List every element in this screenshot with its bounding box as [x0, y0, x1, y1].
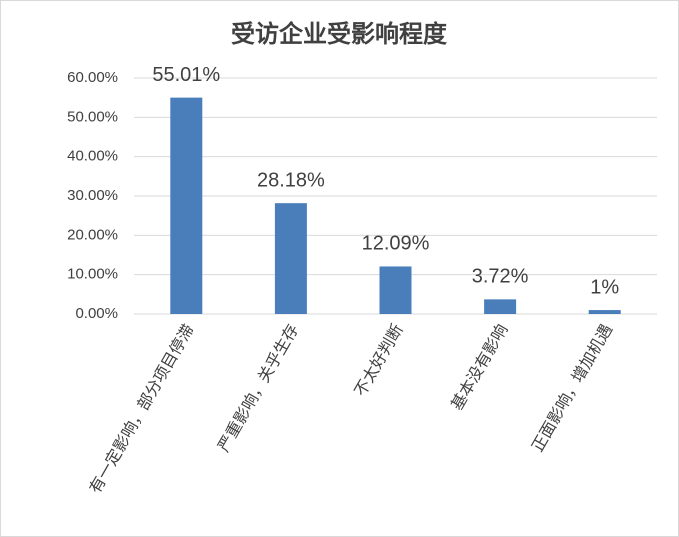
y-tick-label: 40.00% — [67, 148, 118, 165]
value-label: 55.01% — [152, 64, 220, 86]
y-tick-label: 30.00% — [67, 187, 118, 204]
value-label: 1% — [590, 276, 619, 298]
bar — [170, 97, 203, 314]
bar — [588, 310, 621, 314]
bar — [484, 299, 517, 314]
y-tick-label: 10.00% — [67, 266, 118, 283]
y-tick-label: 50.00% — [67, 108, 118, 125]
value-label: 3.72% — [472, 266, 529, 288]
bar — [379, 266, 412, 314]
y-tick-label: 60.00% — [67, 69, 118, 86]
y-tick-label: 20.00% — [67, 226, 118, 243]
y-tick-label: 0.00% — [75, 305, 118, 322]
chart-title: 受访企业受影响程度 — [231, 20, 448, 48]
value-label: 12.09% — [362, 233, 430, 255]
value-label: 28.18% — [257, 169, 325, 191]
bar — [274, 203, 307, 314]
